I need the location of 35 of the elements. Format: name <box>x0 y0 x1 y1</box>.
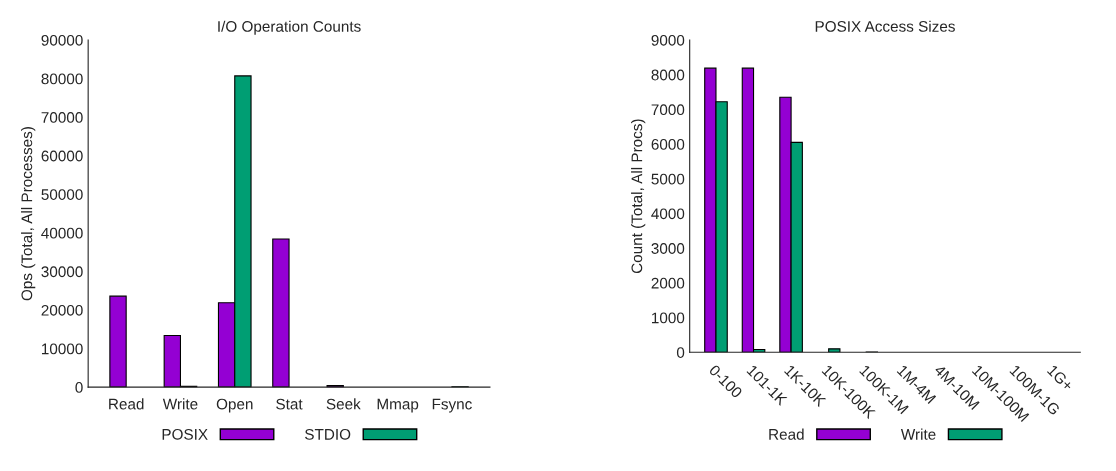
y-axis-title: Ops (Total, All Processes) <box>21 127 36 301</box>
y-tick-label: 40000 <box>41 227 83 239</box>
y-tick-label: 1000 <box>652 312 685 324</box>
y-tick-label: 70000 <box>41 112 83 123</box>
legend-label: STDIO <box>305 428 351 440</box>
y-tick-label: 5000 <box>651 173 685 185</box>
y-tick-label: 7000 <box>651 104 685 116</box>
y-tick-label: 90000 <box>41 34 83 46</box>
y-tick-label: 80000 <box>41 73 83 85</box>
chart-title: POSIX Access Sizes <box>815 20 955 32</box>
y-tick-label: 50000 <box>41 189 83 200</box>
x-tick-label: Read <box>109 398 144 410</box>
y-tick-label: 2000 <box>651 277 685 289</box>
y-tick-label: 0 <box>75 382 83 393</box>
y-tick-label: 30000 <box>41 266 83 278</box>
x-tick-label: Open <box>216 398 253 413</box>
y-tick-label: 3000 <box>651 243 685 254</box>
y-tick-label: 60000 <box>41 150 83 162</box>
chart-title: I/O Operation Counts <box>218 20 361 35</box>
y-axis-title: Count (Total, All Procs) <box>631 119 646 274</box>
x-tick-label: Write <box>162 398 198 410</box>
y-tick-label: 20000 <box>41 304 83 316</box>
x-tick-label: Seek <box>326 398 361 410</box>
legend-label: Write <box>900 428 936 440</box>
y-tick-label: 4000 <box>651 208 685 220</box>
y-tick-label: 6000 <box>651 138 685 150</box>
x-tick-label: Mmap <box>377 398 419 413</box>
legend-label: POSIX <box>162 428 208 440</box>
y-tick-label: 9000 <box>651 34 685 46</box>
y-tick-label: 8000 <box>651 69 685 81</box>
y-tick-label: 10000 <box>41 343 83 355</box>
x-tick-label: Fsync <box>432 398 472 413</box>
y-tick-label: 0 <box>676 347 685 358</box>
x-tick-label: Stat <box>276 398 303 410</box>
legend-label: Read <box>769 428 804 440</box>
